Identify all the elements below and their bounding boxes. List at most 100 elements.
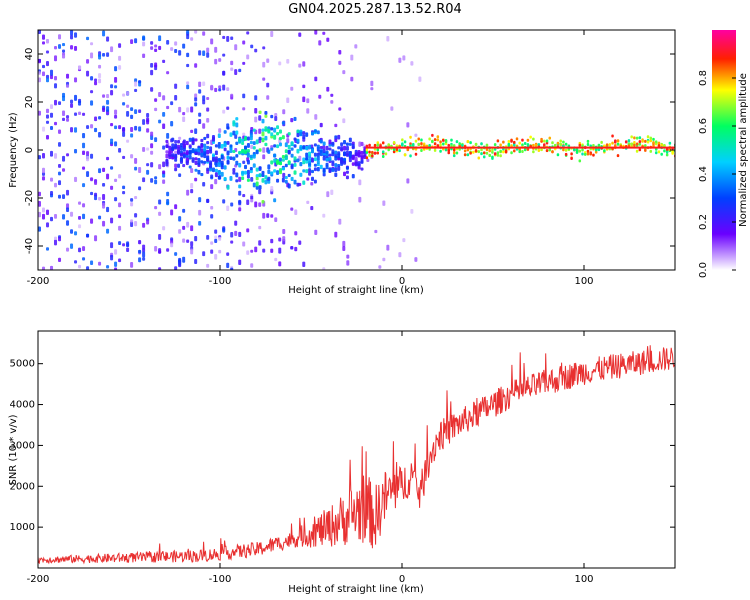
- heat-cell: [452, 144, 456, 148]
- heat-cell: [286, 59, 290, 64]
- heat-cell: [313, 152, 317, 157]
- heat-cell: [491, 150, 494, 154]
- heat-cell: [50, 74, 54, 80]
- heat-cell: [276, 178, 280, 183]
- heat-cell: [118, 147, 122, 153]
- heat-cell: [206, 167, 210, 171]
- heat-cell: [553, 143, 557, 147]
- heat-cell: [252, 154, 256, 159]
- heat-cell: [86, 233, 90, 238]
- x-tick-label: -100: [209, 574, 232, 585]
- heat-cell: [223, 147, 227, 152]
- heat-cell: [261, 170, 265, 175]
- heat-cell: [345, 142, 349, 146]
- snr-frame: [37, 330, 676, 569]
- heat-cell: [94, 116, 98, 122]
- heat-cell: [118, 43, 122, 48]
- heat-cell: [211, 156, 215, 161]
- heat-cell: [254, 246, 258, 253]
- heat-cell: [134, 158, 138, 164]
- heat-cell: [86, 151, 90, 156]
- heat-cell: [548, 148, 552, 152]
- heat-cell: [194, 151, 198, 156]
- heat-cell: [302, 96, 306, 103]
- heat-cell: [86, 171, 90, 178]
- heat-cell: [130, 219, 134, 223]
- heat-cell: [254, 116, 258, 123]
- heat-cell: [316, 159, 320, 165]
- heat-cell: [570, 152, 573, 156]
- heat-cell: [174, 167, 178, 172]
- heat-cell: [138, 80, 142, 84]
- heat-cell: [126, 139, 130, 143]
- heat-cell: [102, 107, 106, 112]
- heat-cell: [142, 119, 146, 125]
- heat-cell: [114, 77, 118, 83]
- heat-cell: [270, 127, 274, 131]
- heat-cell: [198, 112, 202, 117]
- heat-cell: [241, 170, 245, 175]
- heat-cell: [266, 58, 270, 63]
- heat-cell: [66, 220, 70, 226]
- heat-cell: [510, 144, 513, 148]
- heat-cell: [226, 140, 230, 145]
- heat-cell: [254, 48, 258, 53]
- heat-cell: [74, 112, 78, 116]
- heat-cell: [562, 148, 565, 152]
- heat-cell: [241, 138, 245, 143]
- heat-cell: [278, 237, 282, 242]
- heat-cell: [630, 142, 633, 146]
- heat-cell: [165, 139, 169, 144]
- heat-cell: [420, 138, 423, 142]
- colorbar-tick-label: 0.6: [698, 118, 709, 134]
- heat-cell: [302, 157, 306, 162]
- y-tick-label: 40: [24, 48, 35, 61]
- heat-cell: [114, 125, 118, 130]
- heat-cell: [226, 106, 230, 110]
- heat-cell: [250, 44, 254, 49]
- heat-cell: [318, 40, 322, 46]
- heat-cell: [134, 81, 138, 87]
- heat-cell: [178, 264, 182, 268]
- heat-cell: [433, 138, 437, 142]
- heat-cell: [287, 150, 291, 155]
- heat-cell: [328, 156, 332, 162]
- heat-cell: [200, 143, 204, 148]
- heat-cell: [190, 241, 194, 247]
- heat-cell: [146, 119, 150, 125]
- heat-cell: [74, 32, 78, 38]
- heat-cell: [624, 140, 628, 144]
- heat-cell: [343, 171, 347, 177]
- heat-cell: [485, 143, 489, 147]
- heat-cell: [258, 185, 262, 190]
- heat-cell: [179, 152, 183, 157]
- heat-cell: [158, 92, 162, 98]
- heat-cell: [166, 191, 170, 197]
- heat-cell: [273, 153, 277, 158]
- heat-cell: [246, 178, 250, 182]
- heat-cell: [270, 147, 274, 151]
- heat-cell: [98, 116, 102, 120]
- heat-cell: [241, 141, 245, 146]
- heat-cell: [592, 153, 595, 157]
- heat-cell: [62, 55, 66, 59]
- heat-cell: [526, 143, 530, 147]
- heat-cell: [150, 178, 154, 183]
- heat-cell: [564, 142, 568, 146]
- heat-cell: [249, 135, 253, 141]
- heat-cell: [42, 213, 46, 220]
- heat-cell: [302, 180, 306, 185]
- heat-cell: [182, 225, 186, 230]
- heat-cell: [182, 153, 186, 158]
- heat-cell: [570, 156, 573, 160]
- heat-cell: [469, 141, 472, 145]
- heat-cell: [296, 129, 300, 134]
- heat-cell: [232, 130, 236, 136]
- colorbar: [712, 30, 736, 270]
- heat-cell: [657, 150, 661, 154]
- heat-cell: [657, 141, 661, 145]
- heat-cell: [409, 135, 412, 139]
- heat-cell: [507, 140, 511, 144]
- heat-cell: [433, 148, 437, 152]
- heat-cell: [214, 235, 218, 240]
